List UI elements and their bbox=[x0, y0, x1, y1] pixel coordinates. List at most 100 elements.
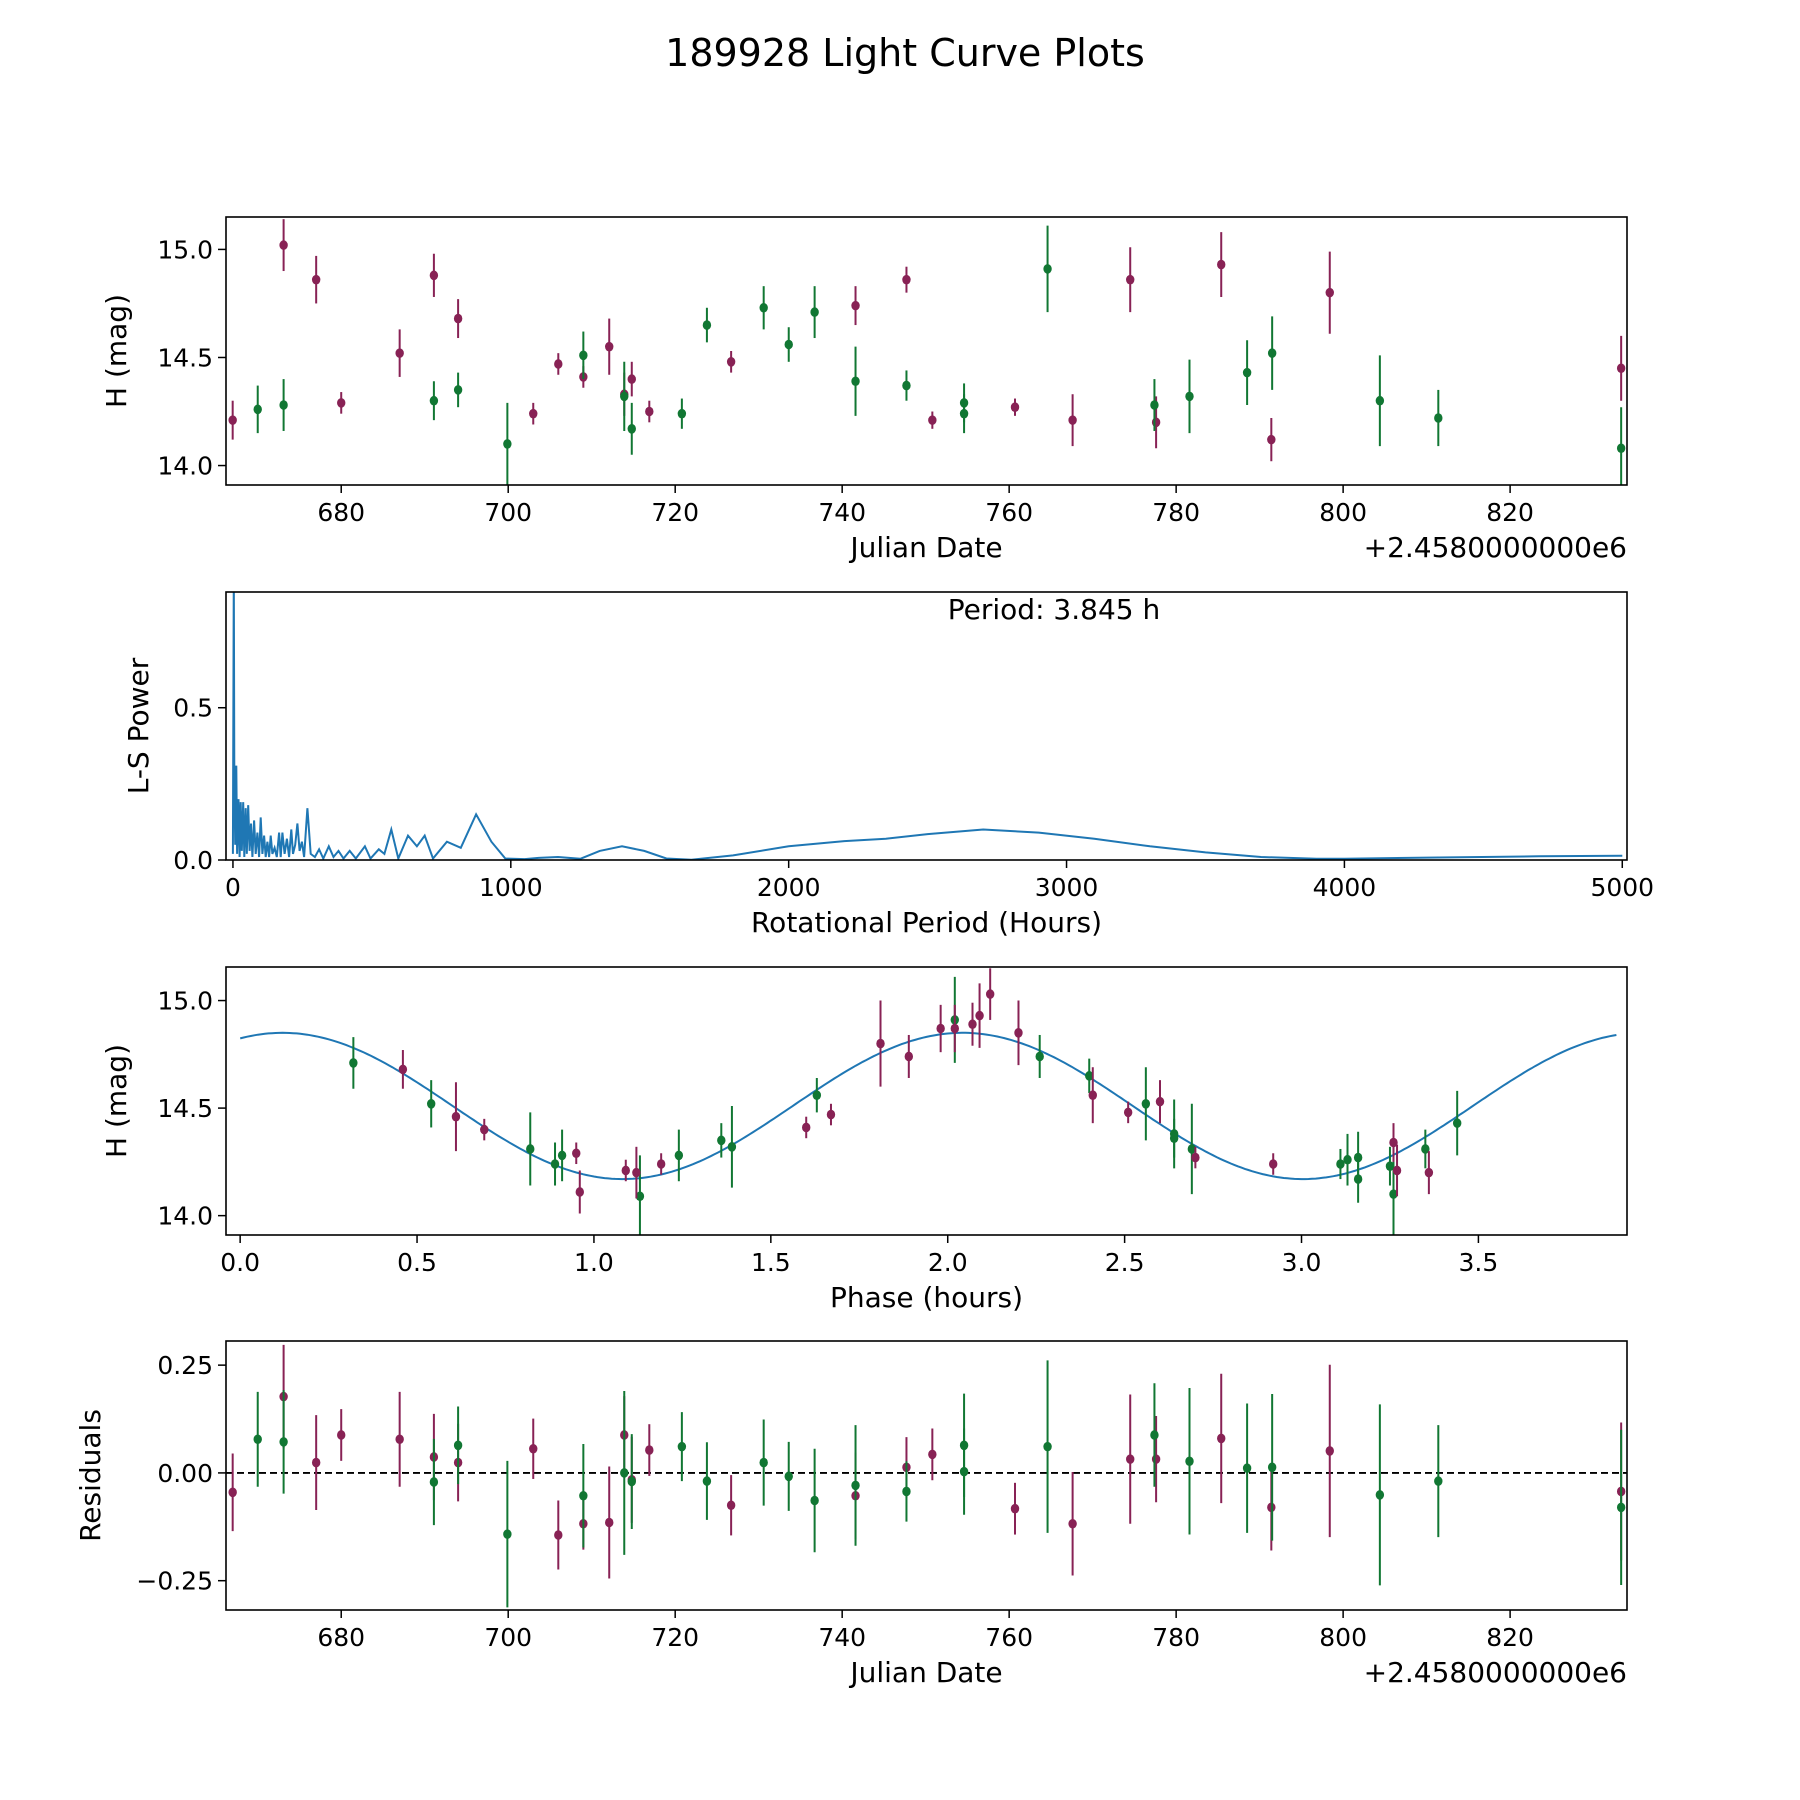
data-point bbox=[904, 1034, 914, 1078]
marker bbox=[985, 989, 995, 999]
data-point bbox=[572, 1142, 581, 1165]
marker bbox=[645, 406, 654, 417]
data-point bbox=[1191, 1146, 1200, 1169]
marker bbox=[876, 1038, 885, 1049]
data-point bbox=[1375, 1404, 1385, 1586]
marker bbox=[784, 339, 793, 350]
marker bbox=[627, 1476, 636, 1487]
marker bbox=[1375, 395, 1385, 406]
x-tick-label: 1.5 bbox=[751, 1248, 791, 1277]
marker bbox=[810, 307, 819, 317]
marker bbox=[480, 1124, 489, 1135]
marker bbox=[1217, 259, 1226, 270]
data-point bbox=[674, 1129, 684, 1182]
marker bbox=[1141, 1098, 1151, 1109]
y-tick-label: 0.0 bbox=[173, 846, 213, 875]
x-tick-label: 780 bbox=[1152, 1623, 1200, 1652]
marker bbox=[677, 1441, 687, 1452]
data-point bbox=[621, 1159, 630, 1182]
marker bbox=[928, 1449, 937, 1460]
marker bbox=[726, 1500, 736, 1511]
figure-title: 189928 Light Curve Plots bbox=[665, 31, 1145, 75]
data-point bbox=[950, 1004, 960, 1053]
marker bbox=[1191, 1152, 1200, 1163]
panel-periodogram: 0 1000 2000 3000 4000 5000 0.0 0.5 Rotational Pe… bbox=[122, 591, 1654, 939]
data-point bbox=[1126, 247, 1135, 313]
x-tick-label: 3.5 bbox=[1459, 1248, 1499, 1277]
data-point bbox=[726, 351, 736, 373]
model-fit-curve bbox=[239, 1031, 1617, 1181]
data-point bbox=[1150, 379, 1159, 431]
period-annotation: Period: 3.845 h bbox=[948, 593, 1160, 626]
marker bbox=[1385, 1161, 1395, 1171]
data-point bbox=[529, 402, 538, 425]
data-point bbox=[453, 372, 463, 408]
data-point bbox=[1424, 1151, 1434, 1195]
data-point bbox=[1217, 1373, 1226, 1504]
data-point bbox=[627, 402, 636, 455]
series-maroon bbox=[228, 219, 1626, 462]
panel-phased: 0.0 0.5 1.0 1.5 2.0 2.5 3.0 3.5 14.0 14.5 15.0 Phas… bbox=[100, 966, 1628, 1314]
data-point bbox=[656, 1153, 666, 1175]
data-point bbox=[985, 968, 995, 1020]
data-point bbox=[1242, 340, 1252, 406]
marker bbox=[851, 300, 860, 311]
marker bbox=[605, 1517, 614, 1528]
marker bbox=[503, 1529, 512, 1539]
x-tick-label: 740 bbox=[818, 498, 866, 527]
marker bbox=[677, 408, 687, 419]
marker bbox=[1151, 1454, 1161, 1464]
x-tick-label: 3.0 bbox=[1282, 1248, 1322, 1277]
data-point bbox=[1169, 1118, 1179, 1158]
data-point bbox=[627, 361, 636, 397]
marker bbox=[928, 415, 937, 425]
x-tick-label: 1000 bbox=[479, 873, 543, 902]
marker bbox=[851, 376, 860, 387]
data-point bbox=[826, 1103, 836, 1126]
marker bbox=[337, 1430, 346, 1440]
marker bbox=[727, 1142, 737, 1152]
marker bbox=[1014, 1028, 1023, 1038]
marker bbox=[1126, 1454, 1135, 1464]
data-point bbox=[554, 1500, 563, 1570]
marker bbox=[1325, 1446, 1334, 1456]
periodogram-line bbox=[231, 592, 1623, 860]
x-tick-label: 780 bbox=[1152, 498, 1200, 527]
data-point bbox=[784, 327, 793, 362]
marker bbox=[429, 270, 439, 281]
x-tick-label: 0.5 bbox=[397, 1248, 437, 1277]
data-point bbox=[311, 255, 321, 304]
marker bbox=[1616, 363, 1626, 374]
data-point bbox=[677, 1412, 687, 1482]
data-point bbox=[1325, 1364, 1334, 1538]
marker bbox=[1068, 415, 1077, 425]
x-tick-label: 2000 bbox=[757, 873, 821, 902]
data-point bbox=[426, 1080, 436, 1128]
data-point bbox=[453, 1406, 463, 1485]
data-point bbox=[1035, 1034, 1044, 1078]
marker bbox=[554, 359, 563, 369]
marker bbox=[253, 1434, 262, 1445]
data-point bbox=[902, 266, 911, 293]
data-point bbox=[928, 411, 937, 429]
data-point bbox=[1452, 1090, 1462, 1156]
data-point bbox=[279, 219, 288, 272]
x-tick-label: 2.5 bbox=[1105, 1248, 1145, 1277]
data-point bbox=[1389, 1123, 1398, 1162]
y-tick-label: 0.25 bbox=[157, 1351, 213, 1380]
data-point bbox=[451, 1082, 461, 1152]
marker bbox=[1616, 1502, 1626, 1513]
marker bbox=[1267, 1462, 1277, 1473]
series-maroon bbox=[398, 968, 1434, 1214]
data-point bbox=[1043, 1360, 1052, 1533]
marker bbox=[1123, 1107, 1133, 1118]
marker bbox=[632, 1167, 641, 1178]
marker bbox=[1343, 1154, 1352, 1165]
data-point bbox=[1269, 1153, 1278, 1175]
data-point bbox=[876, 1000, 885, 1087]
panel-lightcurve: 680 700 720 740 760 780 800 820 14.0 14.5 15.0 Juli… bbox=[100, 216, 1628, 564]
series-green bbox=[349, 976, 1462, 1235]
data-point bbox=[802, 1116, 811, 1139]
marker bbox=[349, 1058, 358, 1068]
marker bbox=[453, 1440, 463, 1451]
